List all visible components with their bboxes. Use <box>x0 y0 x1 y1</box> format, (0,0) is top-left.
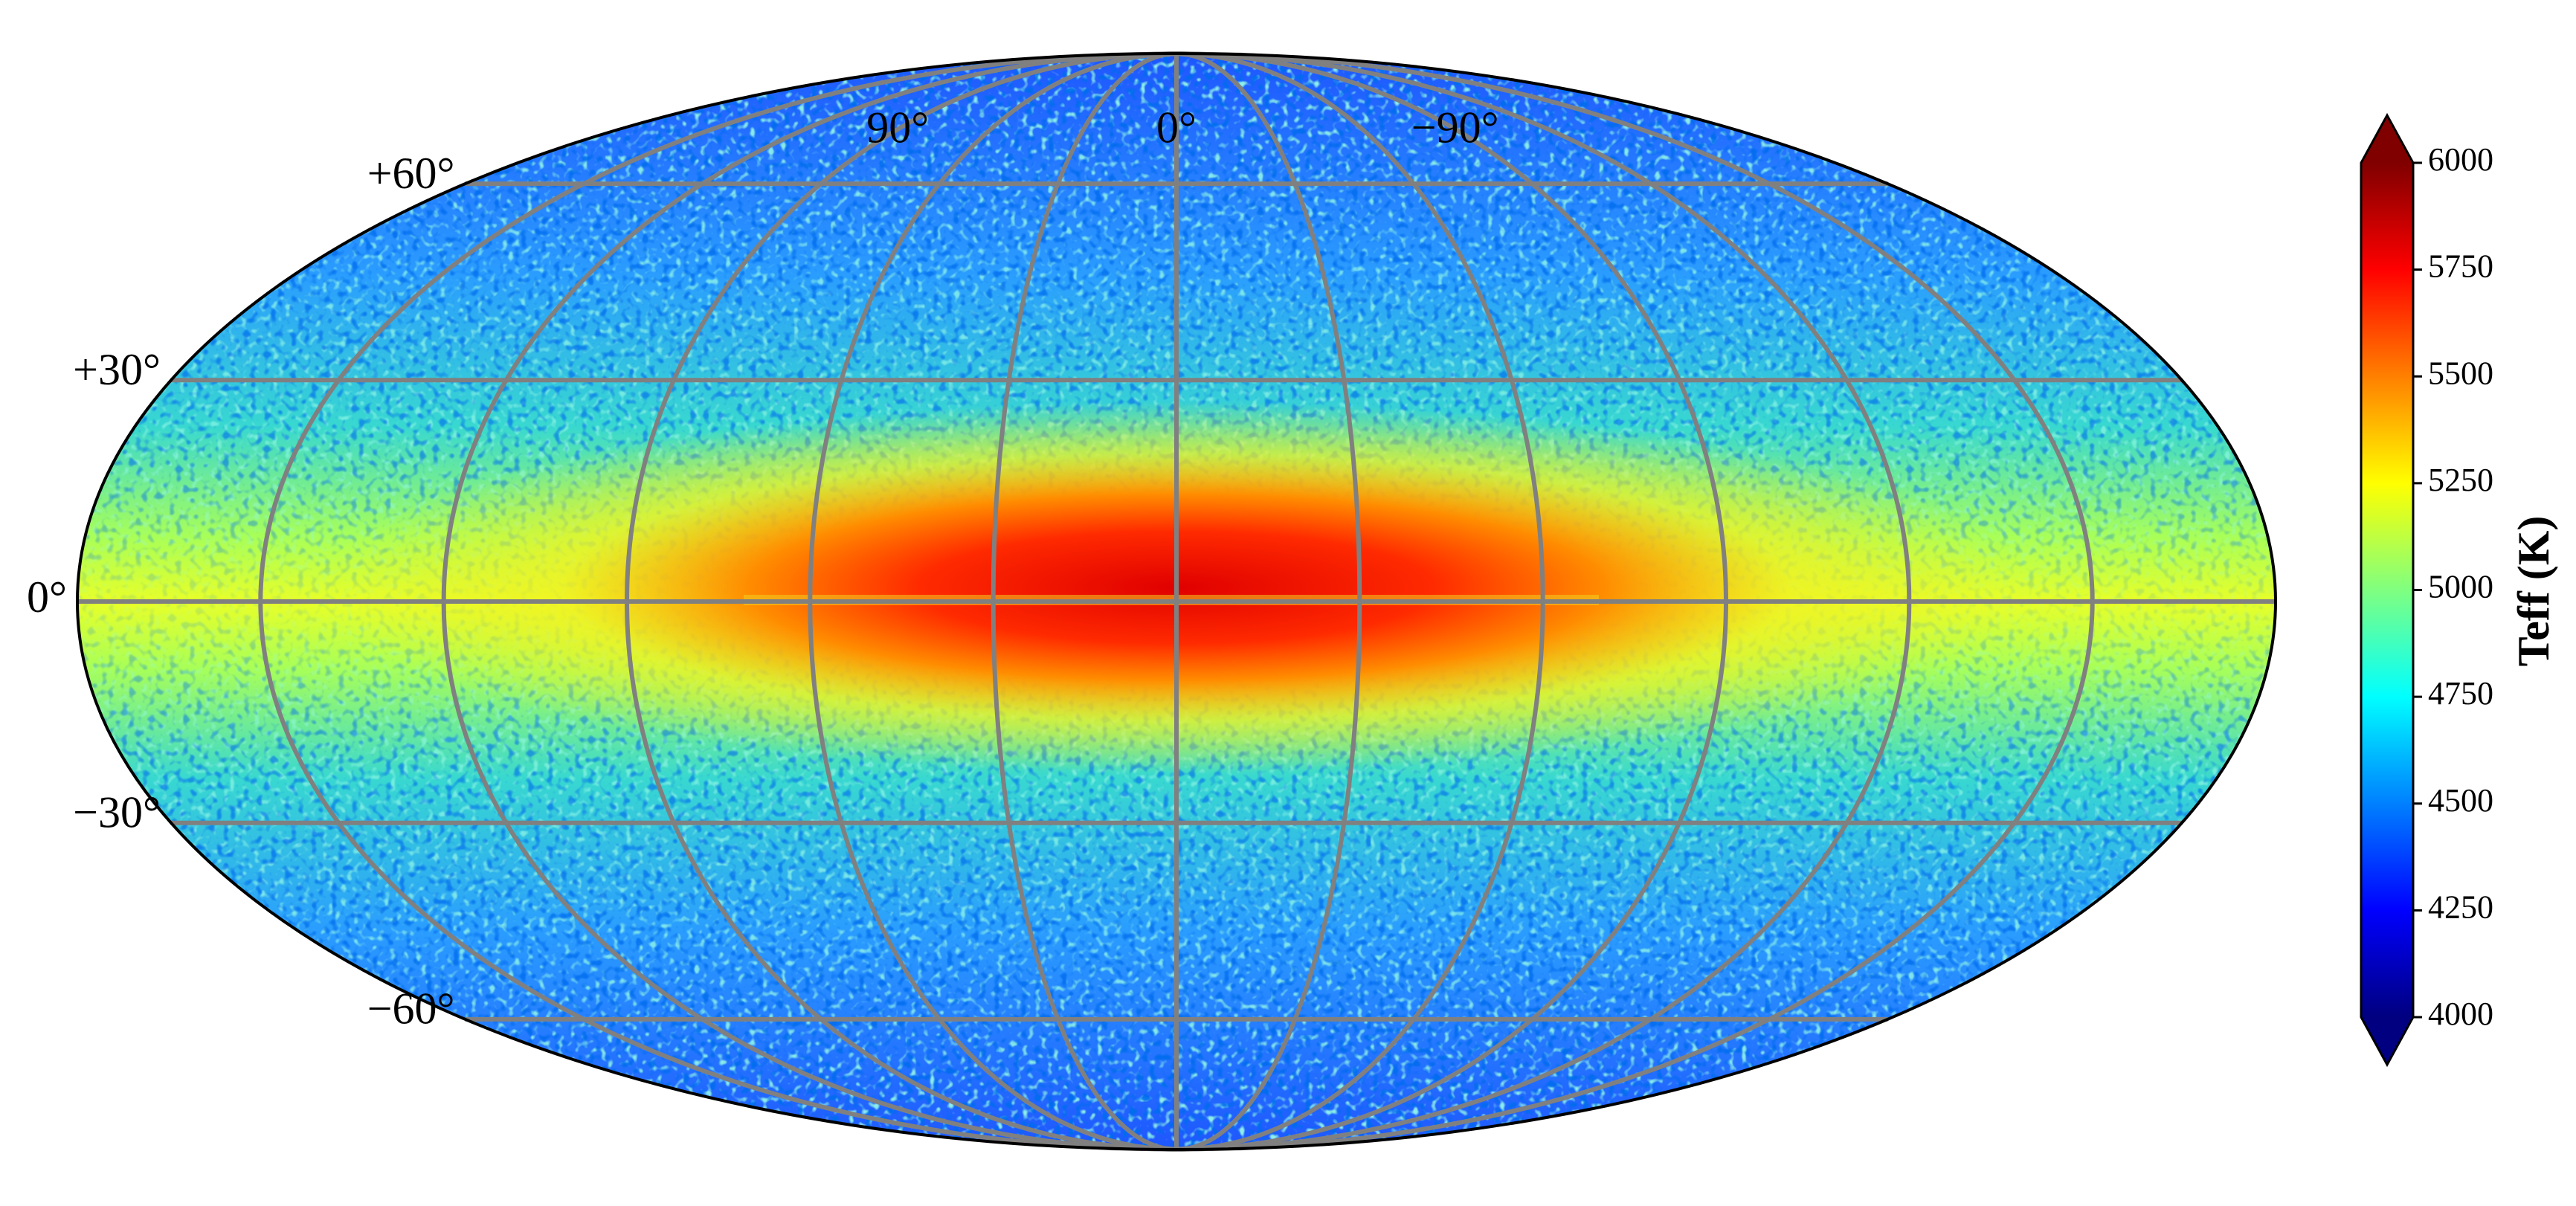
colorbar <box>2360 112 2422 1068</box>
x-tick-label: 90° <box>866 103 929 152</box>
grid-line <box>991 51 1177 1152</box>
grid-line <box>1176 51 1729 1152</box>
map-outline <box>76 52 2277 1151</box>
colorbar-tick-label: 4750 <box>2428 675 2493 712</box>
colorbar-tick-label: 5500 <box>2428 355 2493 391</box>
x-tick-label: 0° <box>1156 103 1197 152</box>
colorbar-tick-label: 5750 <box>2428 248 2493 285</box>
grid-line <box>1176 51 1545 1152</box>
graticule <box>77 51 2276 1152</box>
grid-line <box>808 51 1177 1152</box>
colorbar-fill <box>2361 163 2413 1017</box>
colorbar-extend <box>2361 1017 2413 1065</box>
y-tick-label: −60° <box>367 984 455 1034</box>
grid-line <box>1176 51 1912 1152</box>
colorbar-tick-label: 5250 <box>2428 462 2493 498</box>
grid-line <box>1176 51 2095 1152</box>
x-tick-label: −90° <box>1411 103 1499 152</box>
grid-line <box>1176 51 1362 1152</box>
colorbar-tick-label: 6000 <box>2428 141 2493 178</box>
colorbar-tick-label: 5000 <box>2428 569 2493 605</box>
y-tick-label: +60° <box>367 149 455 198</box>
colorbar-tick-label: 4500 <box>2428 782 2493 819</box>
y-tick-label: 0° <box>27 573 67 622</box>
colorbar-extend <box>2361 115 2413 163</box>
y-tick-label: +30° <box>73 345 161 394</box>
colorbar-tick-label: 4250 <box>2428 889 2493 925</box>
grid-line <box>624 51 1177 1152</box>
colorbar-label: Teff (K) <box>2509 516 2558 667</box>
grid-line <box>441 51 1177 1152</box>
grid-line <box>258 51 1177 1152</box>
y-tick-label: −30° <box>73 787 161 836</box>
colorbar-tick-label: 4000 <box>2428 996 2493 1032</box>
